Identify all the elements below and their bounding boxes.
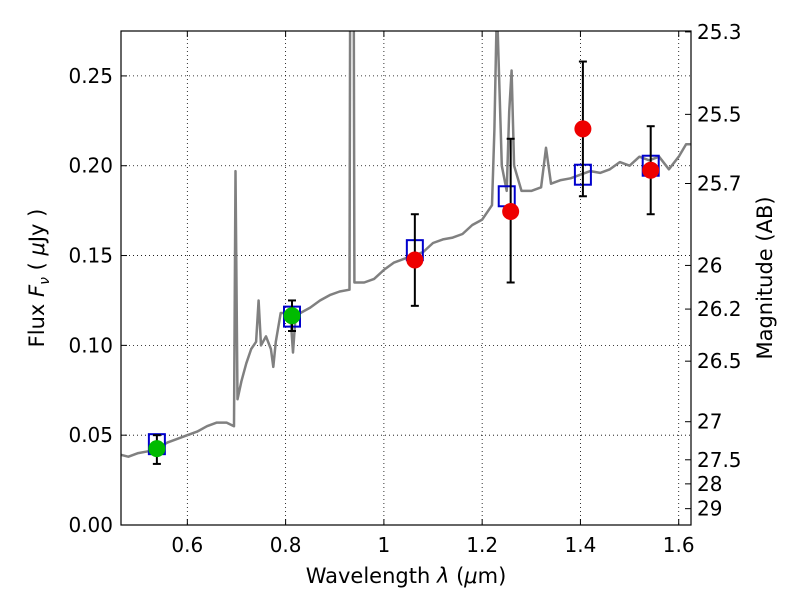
y-axis-label: Flux Fν ( μJy ) <box>25 209 53 348</box>
plot-frame <box>120 30 692 526</box>
x-tick-label: 0.6 <box>171 533 203 557</box>
y2-tick-label: 29 <box>697 497 722 521</box>
x-axis-label: Wavelength λ (μm) <box>306 564 507 588</box>
y-tick-label: 0.15 <box>68 244 113 268</box>
y2-tick-label: 26 <box>697 253 722 277</box>
x-tick-label: 1.2 <box>466 533 498 557</box>
y-tick-label: 0.10 <box>68 333 113 357</box>
y-tick-label: 0.25 <box>68 64 113 88</box>
x-tick-label: 1.4 <box>565 533 597 557</box>
y-tick-label: 0.05 <box>68 423 113 447</box>
y2-axis-label: Magnitude (AB) <box>753 196 777 359</box>
plot-area <box>121 31 691 465</box>
y2-tick-label: 27.5 <box>697 448 742 472</box>
y2-tick-label: 26.2 <box>697 297 742 321</box>
observed-point <box>574 120 592 138</box>
observed-point <box>642 161 660 179</box>
y2-tick-label: 26.5 <box>697 349 742 373</box>
observed-point <box>502 203 520 221</box>
y2-tick-label: 25.3 <box>697 20 742 44</box>
y2-tick-label: 27 <box>697 410 722 434</box>
axis-ticks: 0.6 0.8 1 1.2 1.4 1.6 0.00 0.05 0.10 0.15 0.20 0.25… <box>68 20 741 557</box>
y-tick-label: 0.00 <box>68 513 113 537</box>
y-tick-label: 0.20 <box>68 154 113 178</box>
x-tick-label: 1.6 <box>663 533 695 557</box>
y2-tick-label: 28 <box>697 472 722 496</box>
observed-point <box>283 307 301 325</box>
grid <box>121 31 691 525</box>
y2-tick-label: 25.7 <box>697 172 742 196</box>
x-tick-label: 0.8 <box>270 533 302 557</box>
y2-tick-label: 25.5 <box>697 102 742 126</box>
spectrum-line <box>121 31 691 458</box>
observed-point <box>406 251 424 269</box>
x-tick-label: 1 <box>378 533 391 557</box>
observed-point <box>148 440 166 458</box>
